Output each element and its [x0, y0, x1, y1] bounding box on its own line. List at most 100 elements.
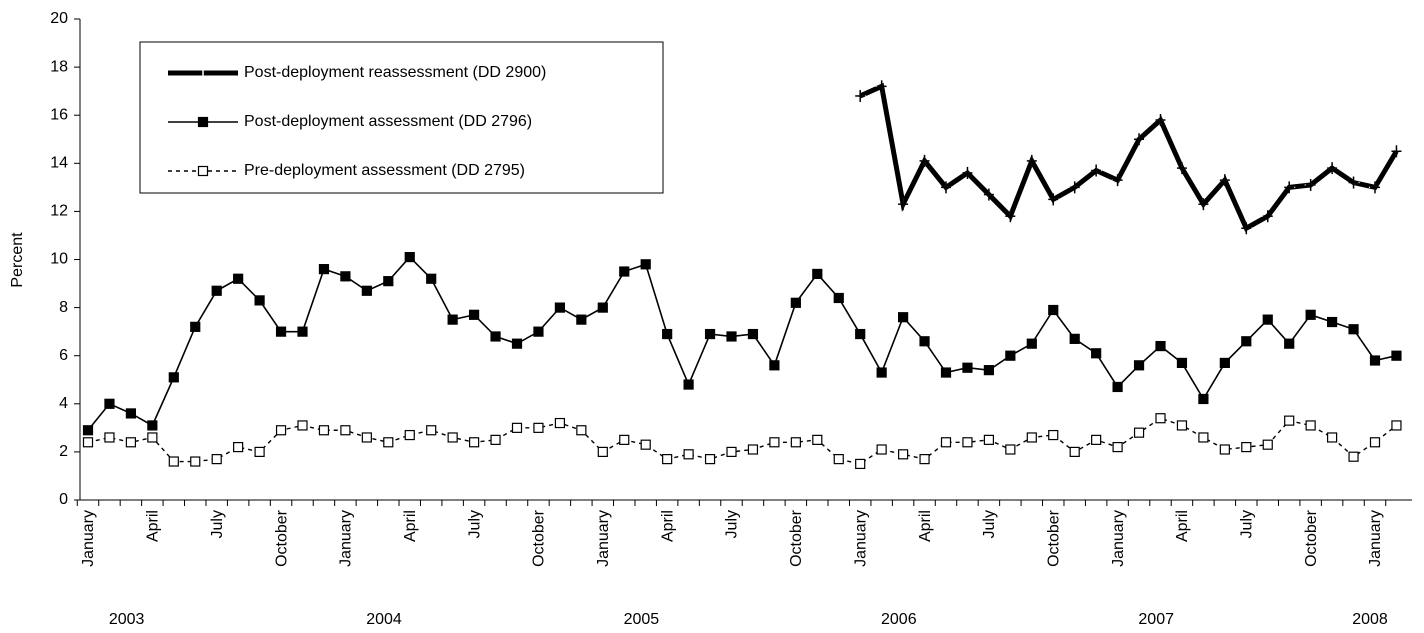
data-point — [897, 198, 910, 211]
data-point — [855, 328, 866, 340]
data-point — [511, 338, 523, 349]
data-point — [1048, 304, 1059, 316]
data-point — [640, 259, 651, 270]
data-point — [662, 454, 673, 465]
x-tick-label: July — [1239, 510, 1256, 538]
data-point — [1240, 222, 1253, 235]
data-point — [1326, 316, 1338, 328]
data-point — [1047, 193, 1060, 206]
data-point — [726, 446, 737, 457]
data-point — [1305, 420, 1316, 431]
data-point — [125, 408, 137, 419]
data-point — [275, 326, 287, 337]
data-point — [962, 437, 973, 448]
data-point — [1176, 420, 1188, 431]
y-tick-label: 20 — [50, 10, 68, 27]
data-point — [254, 446, 265, 457]
data-point — [897, 449, 909, 460]
x-tick-label: October — [1303, 509, 1320, 567]
data-point — [1025, 154, 1038, 167]
data-point — [1391, 420, 1402, 431]
legend-label: Post-deployment assessment (DD 2796) — [244, 113, 532, 130]
data-point — [876, 444, 887, 455]
data-point — [383, 276, 394, 287]
data-point — [704, 328, 716, 340]
data-point — [1305, 309, 1316, 320]
data-point — [147, 420, 158, 431]
data-point — [747, 444, 759, 455]
data-point — [361, 432, 372, 443]
data-point — [190, 456, 201, 467]
data-point — [683, 449, 694, 460]
y-tick-label: 0 — [59, 491, 68, 508]
data-point — [82, 437, 94, 448]
data-point — [1241, 441, 1252, 453]
x-tick-label: October — [1045, 509, 1062, 567]
data-point — [1241, 336, 1252, 347]
data-point — [533, 326, 544, 337]
data-point — [619, 434, 630, 445]
x-tick-label: October — [788, 509, 805, 567]
data-point — [383, 437, 394, 448]
data-point — [1111, 174, 1124, 187]
data-point — [1155, 340, 1166, 352]
data-point — [254, 295, 265, 306]
data-point — [104, 398, 115, 409]
data-point — [340, 271, 351, 282]
data-point — [983, 365, 995, 376]
data-point — [1219, 444, 1230, 455]
data-point — [1262, 314, 1273, 325]
data-point — [233, 441, 244, 453]
data-point — [1026, 432, 1037, 443]
year-label: 2007 — [1138, 611, 1174, 628]
data-point — [726, 331, 737, 342]
data-point — [297, 420, 308, 431]
x-tick-label: January — [1367, 510, 1384, 567]
data-point — [1261, 210, 1274, 223]
data-point — [1133, 360, 1145, 371]
data-point — [1348, 451, 1359, 462]
legend-label: Post-deployment reassessment (DD 2900) — [244, 64, 546, 81]
data-point — [490, 331, 501, 342]
data-point — [961, 166, 974, 179]
legend-box — [139, 41, 664, 194]
data-point — [962, 362, 973, 373]
data-point — [1391, 350, 1402, 361]
data-point — [147, 432, 158, 443]
data-point — [426, 273, 437, 284]
data-point — [1369, 437, 1381, 448]
data-point — [340, 425, 351, 436]
data-point — [469, 437, 480, 448]
data-point — [1390, 145, 1403, 158]
data-point — [1155, 413, 1166, 424]
series-line — [87, 255, 1397, 431]
x-tick-label: April — [402, 510, 419, 542]
x-tick-label: July — [466, 510, 483, 538]
data-point — [854, 89, 867, 102]
year-label: 2008 — [1352, 611, 1388, 628]
x-tick-label: January — [852, 510, 869, 567]
data-point — [1091, 434, 1102, 445]
data-point — [211, 454, 222, 465]
data-point — [1283, 181, 1296, 194]
data-point — [168, 456, 179, 467]
legend-marker — [197, 165, 209, 177]
y-tick-label: 4 — [59, 395, 68, 412]
data-point — [318, 264, 330, 275]
y-tick-label: 12 — [50, 203, 68, 220]
data-point — [1112, 441, 1123, 453]
y-tick-label: 2 — [59, 443, 68, 460]
legend-label: Pre-deployment assessment (DD 2795) — [244, 162, 525, 179]
data-point — [1005, 350, 1016, 361]
data-point — [833, 292, 844, 304]
data-point — [125, 437, 137, 448]
year-label: 2004 — [366, 611, 402, 628]
data-point — [104, 432, 115, 443]
data-point — [876, 367, 887, 378]
data-point — [919, 336, 930, 347]
data-point — [490, 434, 501, 445]
x-tick-label: October — [531, 509, 548, 567]
y-tick-label: 8 — [59, 299, 68, 316]
data-point — [576, 425, 587, 436]
